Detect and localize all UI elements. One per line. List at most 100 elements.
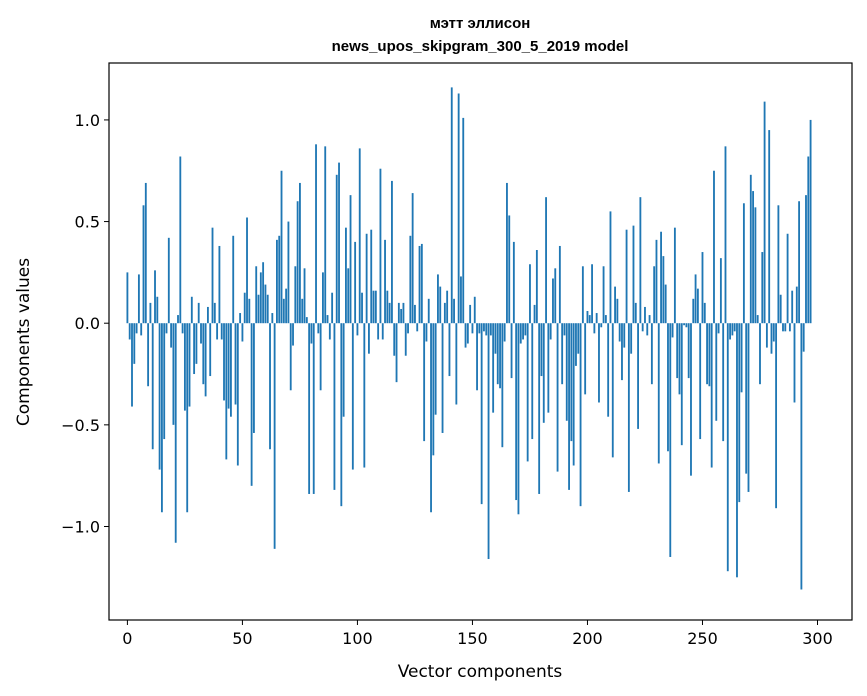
bar-component-85 bbox=[322, 272, 324, 324]
bar-component-28 bbox=[190, 296, 193, 324]
bar-component-261 bbox=[726, 323, 729, 572]
bar-component-66 bbox=[278, 235, 281, 324]
bar-component-174 bbox=[526, 323, 529, 462]
bar-component-139 bbox=[446, 290, 449, 324]
bar-component-76 bbox=[301, 298, 304, 324]
bar-component-287 bbox=[786, 233, 789, 324]
bar-component-249 bbox=[699, 323, 702, 440]
bar-component-129 bbox=[423, 323, 426, 442]
bar-component-39 bbox=[216, 323, 219, 340]
bar-component-231 bbox=[657, 323, 660, 464]
bar-component-89 bbox=[331, 292, 334, 324]
bar-component-42 bbox=[223, 323, 225, 401]
plot-frame bbox=[108, 62, 853, 621]
bar-component-146 bbox=[462, 117, 465, 324]
bar-component-158 bbox=[489, 323, 492, 336]
bar-component-276 bbox=[761, 252, 764, 324]
bar-component-217 bbox=[625, 229, 628, 324]
bar-component-195 bbox=[575, 323, 577, 366]
bar-component-219 bbox=[630, 323, 633, 354]
bar-component-19 bbox=[170, 323, 173, 348]
bar-component-201 bbox=[588, 315, 591, 324]
bar-component-16 bbox=[163, 323, 166, 440]
bar-component-177 bbox=[533, 304, 536, 324]
bar-component-124 bbox=[411, 193, 414, 324]
bar-component-254 bbox=[710, 323, 713, 468]
bar-component-289 bbox=[791, 290, 794, 324]
bar-component-152 bbox=[476, 323, 478, 391]
bar-component-200 bbox=[586, 311, 589, 324]
bar-component-153 bbox=[478, 323, 481, 334]
bar-component-45 bbox=[230, 323, 232, 417]
bar-component-120 bbox=[402, 302, 405, 324]
bar-component-232 bbox=[660, 231, 662, 324]
bar-component-103 bbox=[363, 323, 366, 468]
bar-component-185 bbox=[552, 278, 554, 324]
bar-component-293 bbox=[800, 323, 803, 590]
bar-component-209 bbox=[607, 323, 610, 417]
bar-component-234 bbox=[664, 284, 667, 324]
bar-component-38 bbox=[213, 302, 216, 324]
bar-component-108 bbox=[374, 290, 377, 324]
bar-component-238 bbox=[673, 227, 676, 324]
bar-component-54 bbox=[250, 323, 253, 486]
bar-component-208 bbox=[604, 315, 607, 324]
bar-component-138 bbox=[443, 302, 446, 324]
bar-component-292 bbox=[798, 201, 801, 324]
bar-component-107 bbox=[372, 290, 375, 324]
bar-component-21 bbox=[174, 323, 177, 543]
x-tick-label: 0 bbox=[122, 629, 132, 648]
bar-component-18 bbox=[167, 237, 170, 324]
bar-component-77 bbox=[303, 268, 306, 324]
bar-component-3 bbox=[133, 323, 136, 364]
bar-component-277 bbox=[763, 101, 766, 324]
bar-component-25 bbox=[183, 323, 186, 411]
bar-component-132 bbox=[430, 323, 432, 513]
bar-component-251 bbox=[703, 302, 706, 324]
bar-component-114 bbox=[388, 302, 391, 324]
bar-component-228 bbox=[650, 323, 653, 385]
bar-component-182 bbox=[545, 197, 547, 324]
bar-component-36 bbox=[209, 323, 212, 377]
bar-component-55 bbox=[253, 323, 255, 433]
bar-component-98 bbox=[351, 323, 354, 470]
bar-component-239 bbox=[676, 323, 679, 379]
bar-component-29 bbox=[193, 323, 196, 375]
bar-component-53 bbox=[248, 298, 251, 324]
bar-component-240 bbox=[678, 323, 681, 395]
bar-component-101 bbox=[358, 148, 361, 324]
x-tick-label: 150 bbox=[457, 629, 488, 648]
bar-component-253 bbox=[708, 323, 711, 387]
bar-component-93 bbox=[340, 323, 343, 507]
bar-component-157 bbox=[487, 323, 490, 560]
bar-component-140 bbox=[448, 323, 451, 377]
bar-component-194 bbox=[572, 323, 575, 466]
bar-component-181 bbox=[542, 323, 545, 423]
bar-component-216 bbox=[623, 323, 626, 348]
bar-component-20 bbox=[172, 323, 175, 425]
bar-component-12 bbox=[154, 270, 156, 324]
bar-component-31 bbox=[197, 302, 200, 324]
bar-component-95 bbox=[345, 227, 347, 324]
x-tick-label: 50 bbox=[232, 629, 252, 648]
y-tick-label: −0.5 bbox=[61, 416, 100, 435]
bar-component-30 bbox=[195, 323, 198, 364]
bar-component-244 bbox=[687, 323, 690, 379]
bar-component-199 bbox=[584, 323, 587, 395]
bar-component-266 bbox=[738, 323, 741, 503]
bar-component-37 bbox=[211, 227, 214, 324]
bar-component-111 bbox=[381, 323, 384, 340]
bar-component-160 bbox=[494, 323, 497, 354]
bar-component-245 bbox=[690, 323, 692, 476]
bar-component-143 bbox=[455, 323, 458, 405]
bar-component-50 bbox=[241, 323, 244, 342]
bar-component-192 bbox=[568, 323, 570, 490]
bar-component-220 bbox=[632, 225, 635, 324]
bar-component-22 bbox=[177, 315, 179, 324]
chart-subtitle: news_upos_skipgram_300_5_2019 model bbox=[332, 38, 629, 55]
bar-component-57 bbox=[257, 294, 260, 324]
bar-component-46 bbox=[232, 235, 235, 324]
bar-component-296 bbox=[807, 156, 810, 324]
bar-component-23 bbox=[179, 156, 182, 324]
bar-component-258 bbox=[719, 258, 722, 324]
